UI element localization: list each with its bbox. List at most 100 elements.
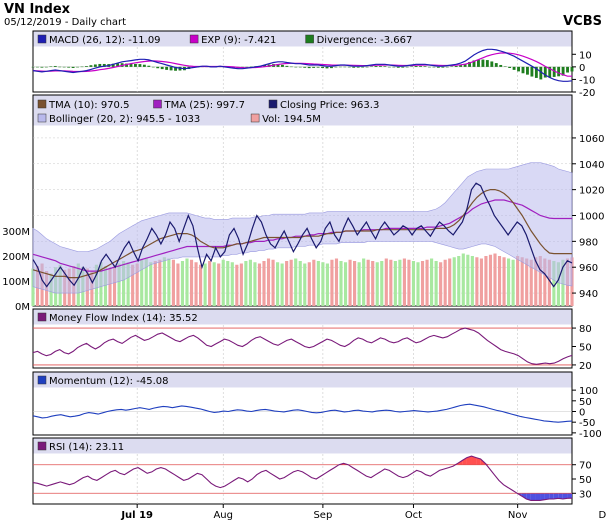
volume-bar: [303, 263, 307, 306]
y-tick-label: 1060: [579, 134, 604, 145]
volume-bar: [466, 254, 470, 306]
volume-tick-label: 200M: [2, 252, 30, 263]
volume-bar: [420, 261, 425, 306]
volume-bar: [538, 256, 542, 306]
volume-bar: [235, 264, 239, 306]
brand-label: VCBS: [563, 14, 602, 29]
divergence-bar: [396, 66, 400, 68]
y-tick-label: 960: [579, 263, 598, 274]
volume-bar: [307, 262, 311, 306]
volume-bar: [470, 256, 474, 306]
volume-bar: [180, 261, 185, 306]
macd-legend-swatch-2: [305, 34, 314, 44]
divergence-bar: [405, 66, 409, 68]
rsi-oversold-fill: [535, 493, 541, 501]
x-tick-label: Jul 19: [120, 510, 153, 521]
y-tick-label: 0: [579, 408, 585, 419]
volume-bar: [289, 259, 293, 306]
volume-bar: [375, 262, 379, 306]
divergence-bar: [31, 66, 35, 68]
volume-bar: [135, 263, 139, 306]
y-tick-label: 50: [579, 475, 592, 486]
volume-bar: [389, 259, 393, 306]
divergence-bar: [36, 66, 39, 68]
price-legend-row1-label-0: TMA (10): 970.5: [48, 100, 129, 111]
volume-bar: [430, 258, 434, 306]
divergence-bar: [160, 66, 164, 70]
y-tick-label: 1000: [579, 212, 604, 223]
momentum-line: [32, 403, 573, 423]
divergence-bar: [307, 66, 311, 69]
divergence-bar: [557, 66, 561, 77]
volume-bar: [547, 259, 551, 306]
rsi-overbought-fill: [476, 457, 481, 465]
volume-bar: [253, 262, 257, 306]
divergence-bar: [294, 66, 298, 68]
y-tick-label: 20: [579, 361, 592, 372]
rsi-oversold-fill: [558, 493, 563, 499]
divergence-bar: [71, 66, 75, 68]
divergence-bar: [352, 66, 356, 68]
volume-bar: [257, 263, 262, 306]
legend-background: [33, 309, 572, 325]
y-tick-label: 980: [579, 237, 598, 248]
y-tick-label: -10: [579, 75, 595, 86]
bollinger-band: [32, 162, 573, 294]
volume-bar: [334, 258, 339, 306]
divergence-bar: [410, 66, 414, 67]
chart-subtitle: 05/12/2019 - Daily chart: [4, 17, 126, 28]
volume-bar: [457, 256, 461, 306]
volume-bar: [153, 261, 157, 306]
divergence-bar: [543, 66, 547, 78]
volume-bar: [189, 259, 194, 306]
divergence-bar: [450, 66, 454, 67]
rsi-oversold-fill: [567, 493, 572, 499]
divergence-bar: [481, 59, 485, 67]
rsi-overbought-fill: [466, 456, 472, 465]
divergence-bar: [379, 66, 382, 67]
divergence-bar: [312, 66, 316, 68]
divergence-bar: [485, 60, 489, 67]
divergence-bar: [530, 66, 534, 77]
volume-bar: [529, 259, 533, 306]
y-tick-label: 50: [579, 343, 592, 354]
divergence-bar: [423, 66, 427, 67]
price-legend-row1-swatch-0: [37, 99, 47, 109]
volume-bar: [239, 263, 243, 306]
volume-bar: [552, 261, 556, 306]
divergence-bar: [419, 66, 422, 67]
volume-bar: [144, 258, 148, 306]
divergence-bar: [285, 65, 289, 67]
volume-bar: [185, 258, 189, 306]
divergence-bar: [401, 66, 405, 68]
divergence-bar: [477, 59, 480, 67]
chart-title: VN Index: [4, 2, 71, 17]
divergence-bar: [521, 66, 525, 74]
divergence-bar: [494, 63, 498, 67]
divergence-bar: [129, 63, 133, 67]
divergence-bar: [174, 66, 177, 71]
y-tick-label: -100: [579, 429, 602, 440]
volume-bar: [325, 263, 329, 306]
divergence-bar: [169, 66, 173, 71]
divergence-bar: [445, 66, 449, 68]
volume-bar: [348, 259, 352, 306]
divergence-bar: [67, 66, 71, 68]
rsi-legend-swatch-0: [37, 441, 47, 451]
volume-bar: [208, 261, 212, 306]
volume-bar: [520, 257, 524, 306]
divergence-bar: [303, 66, 307, 68]
volume-bar: [488, 254, 493, 306]
volume-bar: [407, 259, 411, 306]
divergence-bar: [111, 63, 115, 67]
divergence-bar: [539, 66, 543, 80]
divergence-bar: [44, 66, 48, 68]
volume-bar: [316, 261, 320, 306]
macd-legend-swatch-1: [189, 34, 199, 44]
volume-bar: [226, 261, 230, 306]
volume-bar: [402, 258, 406, 306]
volume-bar: [176, 263, 180, 306]
rsi-oversold-fill: [526, 493, 531, 501]
legend-background: [33, 95, 572, 126]
